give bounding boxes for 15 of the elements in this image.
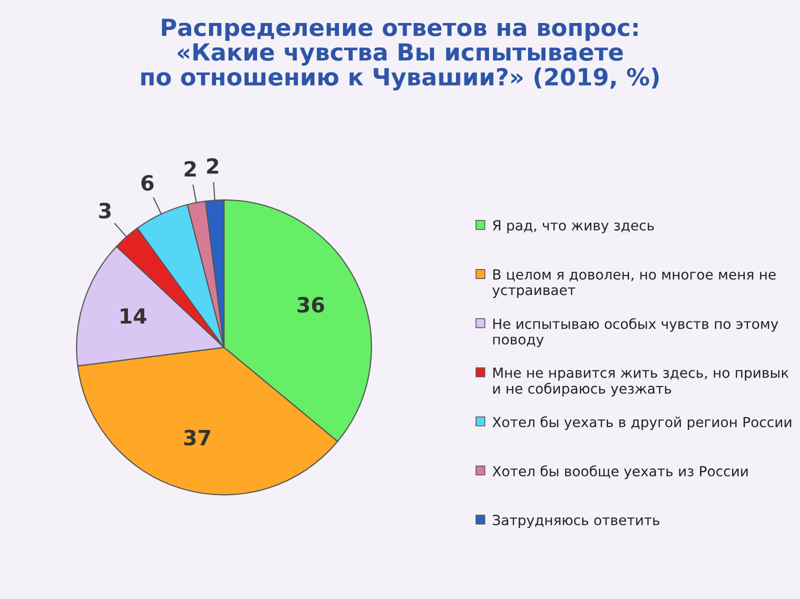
data-label: 3 (99, 202, 111, 219)
legend-label: В целом я доволен, но многое меня не устраивает (492, 269, 776, 298)
legend-label: Хотел бы вообще уехать из России (492, 465, 748, 480)
chart-title: Распределение ответов на вопрос: «Какие чувства Вы испытываете по отношению к Чувашии?» (2019, %) (141, 18, 659, 90)
legend-label: Мне не нравится жить здесь, но привык и не собираюсь уезжать (493, 368, 789, 396)
data-label: 2 (184, 161, 196, 176)
data-label: 36 (298, 296, 324, 313)
data-label: 2 (207, 158, 218, 174)
legend-label: Хотел бы уехать в другой регион России (492, 416, 792, 430)
legend-label: Не испытываю особых чувств по этому поводу (493, 318, 778, 348)
data-label: 14 (120, 308, 146, 324)
legend-label: Я рад, что живу здесь (492, 220, 654, 234)
data-label: 37 (184, 430, 210, 446)
legend-label: Затрудняюсь ответить (492, 514, 660, 528)
data-label: 6 (141, 174, 154, 191)
